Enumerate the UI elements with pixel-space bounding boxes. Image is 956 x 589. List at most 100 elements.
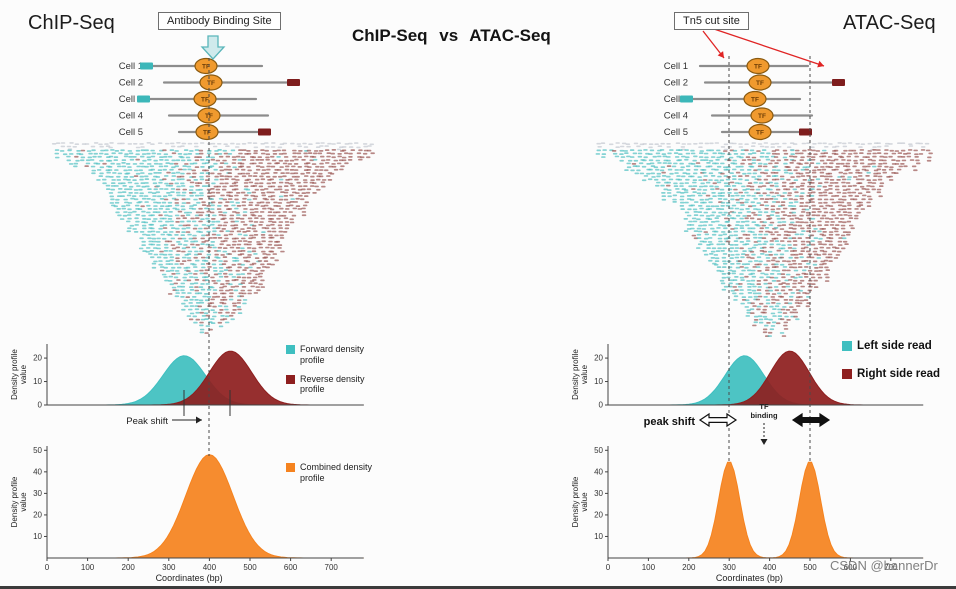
x-tick-label: 500 (803, 563, 817, 572)
cell-row: Cell 2 TF (119, 74, 300, 91)
cell-row: Cell 5 TF (119, 123, 271, 141)
legend-label: Forward density profile (300, 344, 365, 365)
cell-row: Cell 2 TF (664, 74, 845, 91)
legend-swatch-icon (286, 345, 295, 354)
tf-ellipse (748, 123, 772, 141)
tf-ellipse (193, 90, 217, 108)
x-tick-label: 400 (203, 563, 217, 572)
bottom-divider (0, 586, 956, 589)
cell-label: Cell 4 (119, 111, 143, 122)
atacseq-cells: Cell 1 TF Cell 2 TF Cell 3 TF Cell 4 TF Cell 5 TF (664, 57, 845, 141)
arrowhead-icon (717, 51, 724, 58)
arrowhead-icon (196, 416, 202, 424)
y-tick-label: 20 (594, 510, 603, 519)
y-tick-label: 30 (33, 489, 42, 498)
cell-label: Cell 3 (664, 94, 688, 105)
cell-row: Cell 1 TF (664, 57, 810, 75)
peak-shift-annotation: peak shift (644, 416, 696, 428)
shift-double-arrow-icon (791, 412, 831, 428)
forward-adapter (137, 95, 150, 103)
antibody-binding-site-callout: Antibody Binding Site (158, 12, 281, 30)
left-panel-heading: ChIP-Seq (28, 12, 115, 34)
y-tick-label: 0 (38, 401, 43, 410)
forward-adapter (140, 62, 153, 70)
x-tick-label: 0 (606, 563, 611, 572)
cell-row: Cell 1 TF (119, 57, 264, 75)
legend-item: Forward density profile (286, 344, 378, 366)
y-tick-label: 10 (33, 377, 42, 386)
x-tick-label: 300 (162, 563, 176, 572)
y-tick-label: 10 (594, 377, 603, 386)
cell-row: Cell 3 TF (119, 90, 258, 108)
tf-ellipse (199, 74, 223, 91)
x-tick-label: 100 (81, 563, 95, 572)
legend-label: Combined density profile (300, 462, 373, 483)
x-tick-label: 600 (844, 563, 858, 572)
arrow-line (713, 28, 825, 67)
peak-shift-annotation: Peak shift (126, 416, 168, 427)
chipseq-read-pileup (51, 142, 375, 334)
antibody-arrow-icon (200, 35, 226, 60)
x-tick-label: 700 (884, 563, 898, 572)
reverse-adapter (258, 128, 271, 136)
x-tick-label: 100 (642, 563, 656, 572)
y-tick-label: 40 (33, 467, 42, 476)
down-arrowhead-icon (760, 439, 768, 445)
cell-label: Cell 2 (119, 78, 143, 89)
tf-label: TF (207, 80, 215, 87)
density-curve (608, 461, 924, 559)
y-axis-label: Density profilevalue (571, 476, 589, 527)
legend-item: Combined density profile (286, 462, 378, 484)
tf-binding-annotation: TF binding (750, 402, 777, 420)
y-axis-label: Density profilevalue (10, 349, 28, 400)
x-tick-label: 0 (45, 563, 50, 572)
y-tick-label: 20 (594, 354, 603, 363)
left_density-chart: 0 10 20 Density profilevalue (10, 344, 364, 410)
tf-label: TF (758, 113, 766, 120)
left_density-legend: Forward density profile Reverse density p… (286, 344, 378, 395)
x-tick-label: 300 (723, 563, 737, 572)
tf-label: TF (201, 97, 209, 104)
tf-ellipse (194, 57, 218, 75)
cell-row: Cell 5 TF (664, 123, 812, 141)
tf-label: TF (751, 97, 759, 104)
y-axis-label: Density profilevalue (571, 349, 589, 400)
right_density-chart: 0 10 20 Density profilevalue (571, 344, 924, 410)
tf-label: TF (203, 130, 211, 137)
shift-double-arrow-icon (698, 412, 738, 428)
x-tick-label: 500 (243, 563, 257, 572)
y-tick-label: 20 (33, 354, 42, 363)
legend-label: Reverse density profile (300, 373, 365, 395)
cell-row: Cell 4 TF (119, 107, 270, 124)
cell-row: Cell 3 TF (664, 90, 802, 108)
legend-swatch-icon (286, 463, 295, 472)
tf-label: TF (202, 64, 210, 71)
reverse-adapter (832, 79, 845, 86)
y-tick-label: 20 (33, 510, 42, 519)
legend-item: Left side read (842, 340, 956, 354)
tn5-cut-site-callout: Tn5 cut site (674, 12, 749, 30)
x-tick-label: 200 (682, 563, 696, 572)
x-tick-label: 700 (325, 563, 339, 572)
cell-label: Cell 5 (119, 127, 143, 138)
y-tick-label: 0 (599, 401, 604, 410)
reverse-adapter (287, 79, 300, 86)
legend-swatch-icon (842, 341, 852, 351)
forward-adapter (680, 95, 693, 103)
y-tick-label: 10 (33, 532, 42, 541)
tf-label: TF (205, 113, 213, 120)
cell-label: Cell 1 (119, 61, 143, 72)
legend-swatch-icon (286, 374, 295, 384)
right_density-legend: Left side read Right side read (842, 340, 956, 382)
cell-row: Cell 4 TF (664, 107, 814, 124)
x-tick-label: 200 (122, 563, 136, 572)
tf-label: TF (754, 64, 762, 71)
y-tick-label: 30 (594, 489, 603, 498)
cell-label: Cell 4 (664, 111, 688, 122)
chipseq-cells: Cell 1 TF Cell 2 TF Cell 3 TF Cell 4 TF Cell 5 TF (119, 57, 300, 141)
tf-label: TF (756, 80, 764, 87)
tf-ellipse (746, 57, 770, 75)
